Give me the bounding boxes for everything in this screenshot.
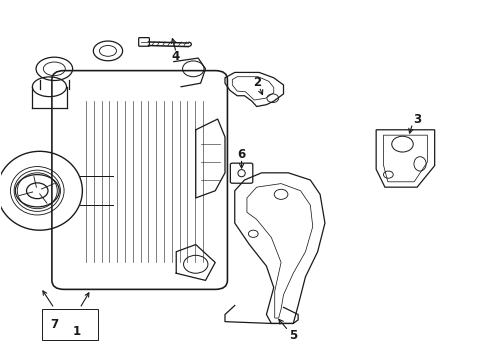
- Text: 6: 6: [237, 148, 245, 161]
- Text: 5: 5: [288, 329, 297, 342]
- Text: 2: 2: [252, 76, 260, 89]
- Bar: [42, 309, 98, 339]
- Text: 1: 1: [73, 325, 81, 338]
- Text: 4: 4: [171, 50, 179, 63]
- Text: 7: 7: [50, 318, 58, 331]
- Text: 3: 3: [413, 113, 421, 126]
